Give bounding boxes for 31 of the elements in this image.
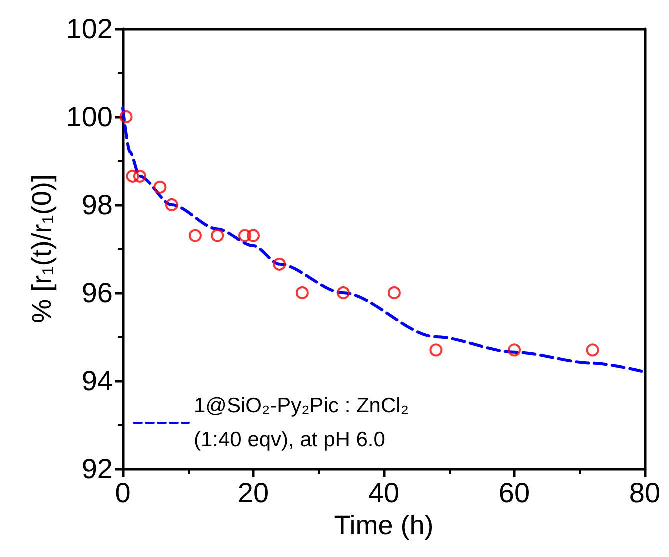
point	[133, 170, 146, 183]
point	[508, 344, 521, 357]
point	[388, 286, 401, 300]
legend-label: 1@SiO₂-Py₂Pic : ZnCl₂ (1:40 eqv), at pH 6.0	[194, 394, 409, 452]
y-tick-label: 98	[82, 190, 113, 220]
point	[296, 286, 309, 300]
point	[430, 344, 443, 357]
y-tick-label: 100	[66, 102, 113, 132]
y-tick-label: 94	[82, 366, 113, 396]
point	[337, 286, 350, 300]
point	[154, 180, 167, 194]
point	[126, 170, 140, 183]
x-tick-label: 40	[368, 478, 400, 508]
point	[247, 229, 260, 242]
point	[273, 258, 286, 271]
point	[238, 229, 252, 242]
x-tick-label: 0	[115, 478, 131, 508]
x-tick-label: 80	[629, 478, 661, 508]
y-tick-label: 96	[82, 278, 113, 308]
point	[120, 110, 133, 124]
y-axis-title: % [r₁(t)/r₁(0)]	[26, 174, 57, 324]
point	[211, 229, 224, 242]
point	[586, 344, 600, 357]
point	[165, 198, 178, 212]
line-series	[122, 106, 646, 374]
y-tick-label: 92	[82, 454, 113, 484]
x-tick-label: 20	[238, 478, 270, 508]
y-tick-label: 102	[66, 14, 113, 44]
x-tick-label: 60	[498, 478, 530, 508]
point	[188, 229, 202, 242]
x-axis-title: Time (h)	[334, 510, 434, 540]
